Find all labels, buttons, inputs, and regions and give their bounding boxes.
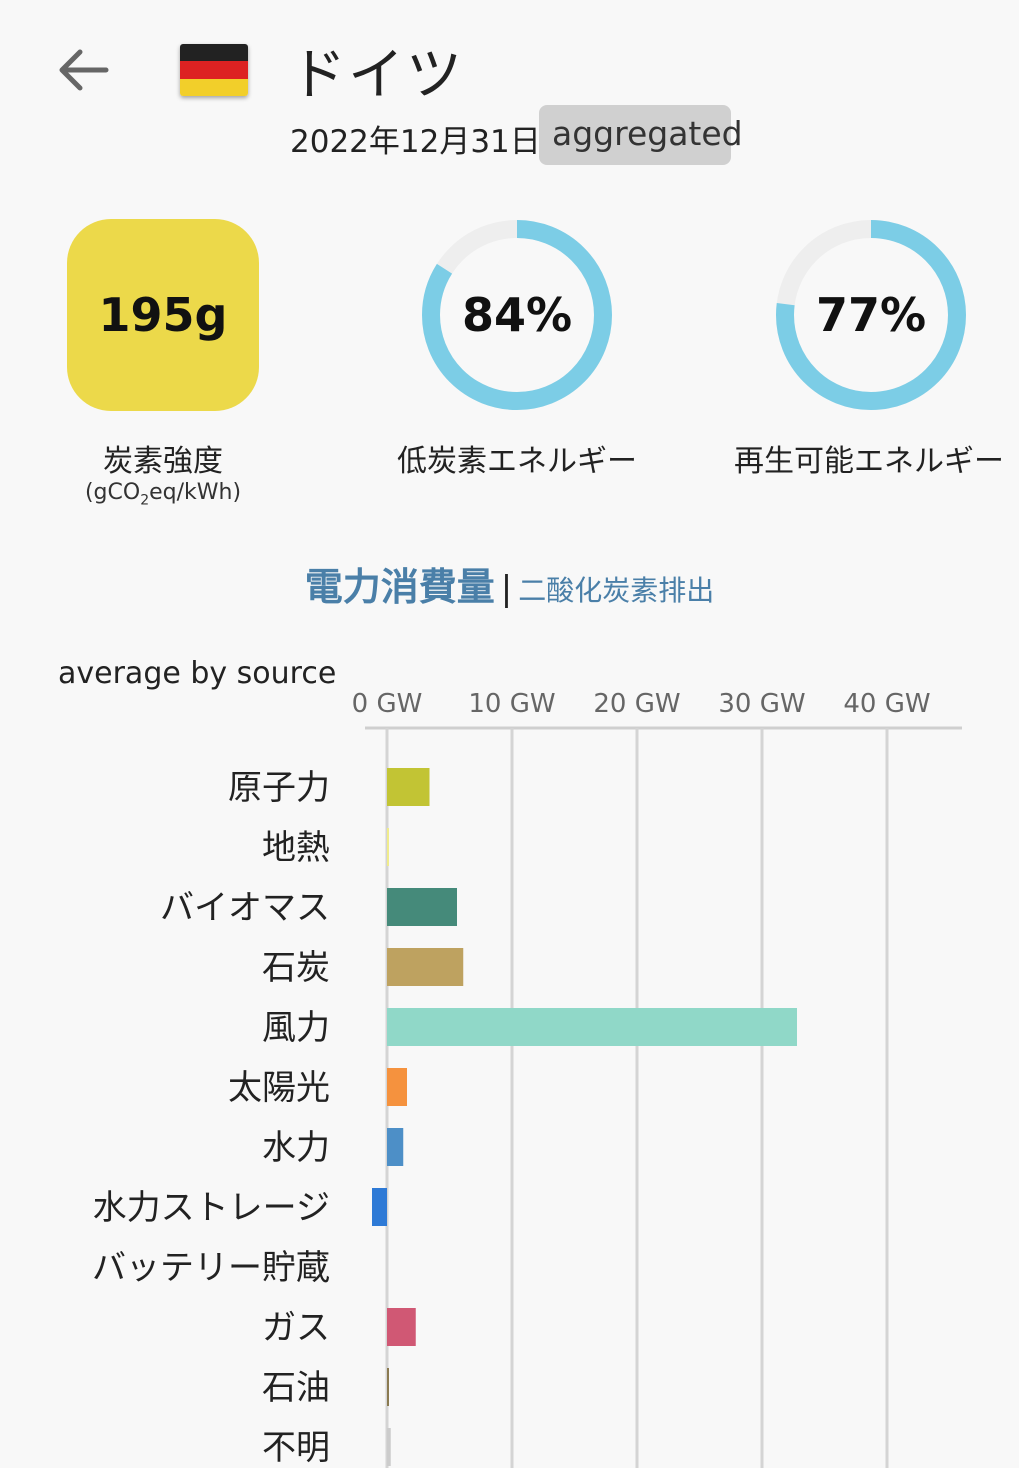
- bar-4: [387, 948, 464, 986]
- tab-consumption[interactable]: 電力消費量: [304, 565, 495, 609]
- x-tick-label: 30 GW: [718, 689, 805, 719]
- bar-6: [387, 1068, 407, 1106]
- category-label: ガス: [262, 1308, 330, 1348]
- renewable-value: 77%: [815, 288, 927, 342]
- category-label: バイオマス: [160, 888, 330, 928]
- carbon-intensity-unit: (gCO2eq/kWh): [84, 480, 242, 509]
- category-label: 水力ストレージ: [93, 1188, 330, 1228]
- bar-5: [387, 1008, 797, 1046]
- bar-11: [387, 1368, 389, 1406]
- renewable-ring: 77%: [771, 215, 971, 415]
- country-flag-icon: [180, 44, 248, 96]
- carbon-intensity-value: 195g: [98, 288, 228, 342]
- bar-7: [387, 1128, 404, 1166]
- low-carbon-label: 低炭素エネルギー: [397, 444, 637, 479]
- category-label: 石炭: [262, 948, 330, 988]
- x-tick-label: 40 GW: [843, 689, 930, 719]
- bar-8: [372, 1188, 387, 1226]
- renewable-label: 再生可能エネルギー: [734, 444, 1004, 479]
- low-carbon-value: 84%: [461, 288, 573, 342]
- chart-title: average by source: [58, 656, 337, 691]
- bar-2: [387, 828, 389, 866]
- bar-1: [387, 768, 430, 806]
- x-tick-label: 0 GW: [352, 689, 423, 719]
- carbon-intensity-box: 195g: [67, 219, 259, 411]
- tab-emissions[interactable]: 二酸化炭素排出: [518, 574, 715, 607]
- category-label: 水力: [262, 1128, 330, 1168]
- aggregated-badge: aggregated: [539, 105, 743, 165]
- tab-separator: |: [500, 569, 513, 609]
- category-label: 風力: [262, 1008, 330, 1048]
- page-title: ドイツ: [290, 43, 464, 108]
- x-tick-label: 10 GW: [468, 689, 555, 719]
- date-label: 2022年12月31日: [290, 124, 541, 160]
- category-label: 不明: [262, 1428, 330, 1468]
- bar-10: [387, 1308, 416, 1346]
- production-bar-chart: 0 GW 10 GW 20 GW 30 GW 40 GW 原子力地熱バイオマス石炭風力太陽…: [92, 689, 962, 1468]
- carbon-intensity-label: 炭素強度: [103, 444, 223, 479]
- category-label: 地熱: [262, 828, 330, 868]
- display-toggle: 電力消費量 | 二酸化炭素排出: [0, 556, 1019, 611]
- back-arrow-icon[interactable]: [52, 40, 112, 100]
- bar-3: [387, 888, 457, 926]
- category-label: 石油: [262, 1368, 330, 1408]
- category-label: 原子力: [228, 768, 330, 808]
- x-tick-label: 20 GW: [593, 689, 680, 719]
- low-carbon-ring: 84%: [417, 215, 617, 415]
- category-label: 太陽光: [228, 1068, 330, 1108]
- bar-12: [387, 1428, 391, 1466]
- category-label: バッテリー貯蔵: [92, 1248, 330, 1288]
